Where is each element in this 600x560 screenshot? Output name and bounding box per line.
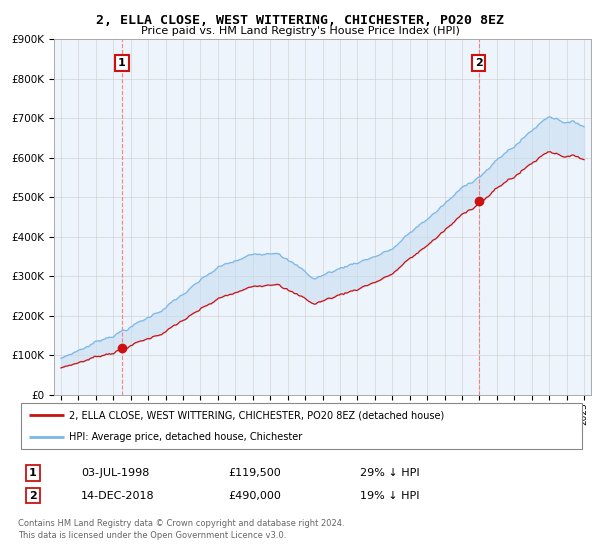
Text: 2: 2 bbox=[475, 58, 482, 68]
Text: 2: 2 bbox=[29, 491, 37, 501]
FancyBboxPatch shape bbox=[21, 404, 582, 449]
Text: 2, ELLA CLOSE, WEST WITTERING, CHICHESTER, PO20 8EZ (detached house): 2, ELLA CLOSE, WEST WITTERING, CHICHESTE… bbox=[70, 410, 445, 421]
Text: 2, ELLA CLOSE, WEST WITTERING, CHICHESTER, PO20 8EZ: 2, ELLA CLOSE, WEST WITTERING, CHICHESTE… bbox=[96, 14, 504, 27]
Text: 1: 1 bbox=[29, 468, 37, 478]
Text: HPI: Average price, detached house, Chichester: HPI: Average price, detached house, Chic… bbox=[70, 432, 302, 442]
Text: Contains HM Land Registry data © Crown copyright and database right 2024.
This d: Contains HM Land Registry data © Crown c… bbox=[18, 519, 344, 540]
Text: 03-JUL-1998: 03-JUL-1998 bbox=[81, 468, 149, 478]
Text: 29% ↓ HPI: 29% ↓ HPI bbox=[360, 468, 419, 478]
Text: 14-DEC-2018: 14-DEC-2018 bbox=[81, 491, 155, 501]
Text: 1: 1 bbox=[118, 58, 126, 68]
Text: Price paid vs. HM Land Registry's House Price Index (HPI): Price paid vs. HM Land Registry's House … bbox=[140, 26, 460, 36]
Text: 19% ↓ HPI: 19% ↓ HPI bbox=[360, 491, 419, 501]
Text: £490,000: £490,000 bbox=[228, 491, 281, 501]
Text: £119,500: £119,500 bbox=[228, 468, 281, 478]
